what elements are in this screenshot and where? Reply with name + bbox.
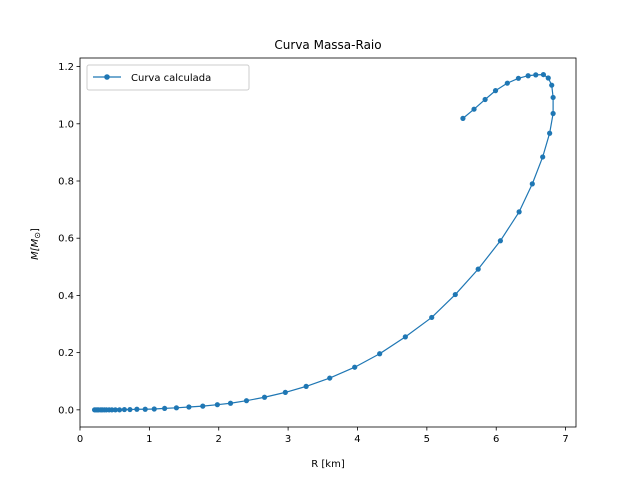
x-tick-label: 2 bbox=[216, 434, 222, 445]
data-point bbox=[540, 154, 546, 160]
data-point bbox=[303, 383, 309, 389]
legend-marker-swatch bbox=[104, 74, 110, 80]
data-point bbox=[352, 364, 358, 370]
data-point bbox=[200, 403, 206, 409]
x-tick-label: 0 bbox=[77, 434, 83, 445]
data-point bbox=[402, 334, 408, 340]
y-axis-label-sun-symbol: ⊙ bbox=[33, 232, 42, 239]
data-point bbox=[377, 351, 383, 357]
chart-title: Curva Massa-Raio bbox=[274, 38, 381, 52]
data-point bbox=[327, 375, 333, 381]
data-point bbox=[516, 209, 522, 215]
x-axis: 0 1 2 3 4 5 6 7 bbox=[77, 427, 569, 445]
data-point bbox=[547, 130, 553, 136]
data-point bbox=[492, 88, 499, 94]
data-point bbox=[525, 73, 531, 79]
data-point bbox=[540, 71, 547, 78]
data-point bbox=[127, 406, 133, 413]
data-point bbox=[261, 394, 268, 400]
axes-frame bbox=[79, 57, 577, 428]
data-point bbox=[214, 402, 220, 408]
data-point bbox=[142, 406, 148, 412]
data-point bbox=[545, 75, 551, 81]
data-point bbox=[529, 181, 535, 187]
y-tick-label: 0.0 bbox=[58, 405, 74, 416]
data-point bbox=[116, 407, 123, 413]
x-tick-label: 4 bbox=[354, 434, 360, 445]
data-point bbox=[162, 405, 168, 412]
x-tick-label: 7 bbox=[562, 434, 568, 445]
data-point bbox=[243, 398, 250, 404]
legend-label: Curva calculada bbox=[131, 73, 211, 84]
data-point bbox=[549, 82, 555, 88]
y-tick-label: 0.6 bbox=[58, 234, 74, 245]
data-point bbox=[471, 106, 477, 112]
data-point bbox=[533, 72, 539, 78]
data-point bbox=[504, 80, 510, 86]
x-tick-label: 5 bbox=[424, 434, 430, 445]
y-axis: 0.0 0.2 0.4 0.6 0.8 1.0 1.2 bbox=[58, 62, 80, 416]
y-tick-label: 0.8 bbox=[58, 177, 74, 188]
y-tick-label: 0.2 bbox=[58, 348, 74, 359]
data-point bbox=[550, 94, 556, 101]
data-point bbox=[515, 75, 522, 81]
legend: Curva calculada bbox=[86, 64, 250, 91]
plot-area bbox=[79, 57, 577, 428]
y-tick-label: 0.4 bbox=[58, 291, 74, 302]
y-axis-label-close: ] bbox=[30, 228, 41, 232]
legend-box bbox=[86, 64, 250, 91]
data-point bbox=[121, 406, 127, 413]
data-point bbox=[452, 291, 458, 298]
data-point bbox=[227, 400, 234, 406]
y-tick-label: 1.2 bbox=[58, 62, 74, 73]
data-point bbox=[482, 96, 488, 103]
y-axis-label: M[M⊙] bbox=[30, 228, 42, 260]
data-point bbox=[550, 110, 556, 117]
y-tick-label: 1.0 bbox=[58, 119, 74, 130]
x-tick-label: 1 bbox=[146, 434, 152, 445]
data-point bbox=[475, 266, 481, 272]
data-point bbox=[282, 389, 288, 395]
data-point bbox=[460, 115, 466, 121]
x-axis-label: R [km] bbox=[311, 459, 345, 470]
x-tick-label: 6 bbox=[493, 434, 499, 445]
y-axis-label-main: M[M bbox=[30, 238, 41, 260]
data-point bbox=[134, 406, 140, 412]
data-point bbox=[186, 404, 192, 410]
data-point bbox=[151, 406, 157, 412]
x-tick-label: 3 bbox=[285, 434, 291, 445]
data-point bbox=[173, 405, 180, 411]
data-point bbox=[112, 407, 118, 413]
data-point bbox=[497, 238, 503, 244]
data-point bbox=[429, 314, 435, 321]
